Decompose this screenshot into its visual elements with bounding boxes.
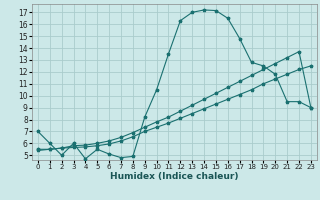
X-axis label: Humidex (Indice chaleur): Humidex (Indice chaleur) [110, 172, 239, 181]
